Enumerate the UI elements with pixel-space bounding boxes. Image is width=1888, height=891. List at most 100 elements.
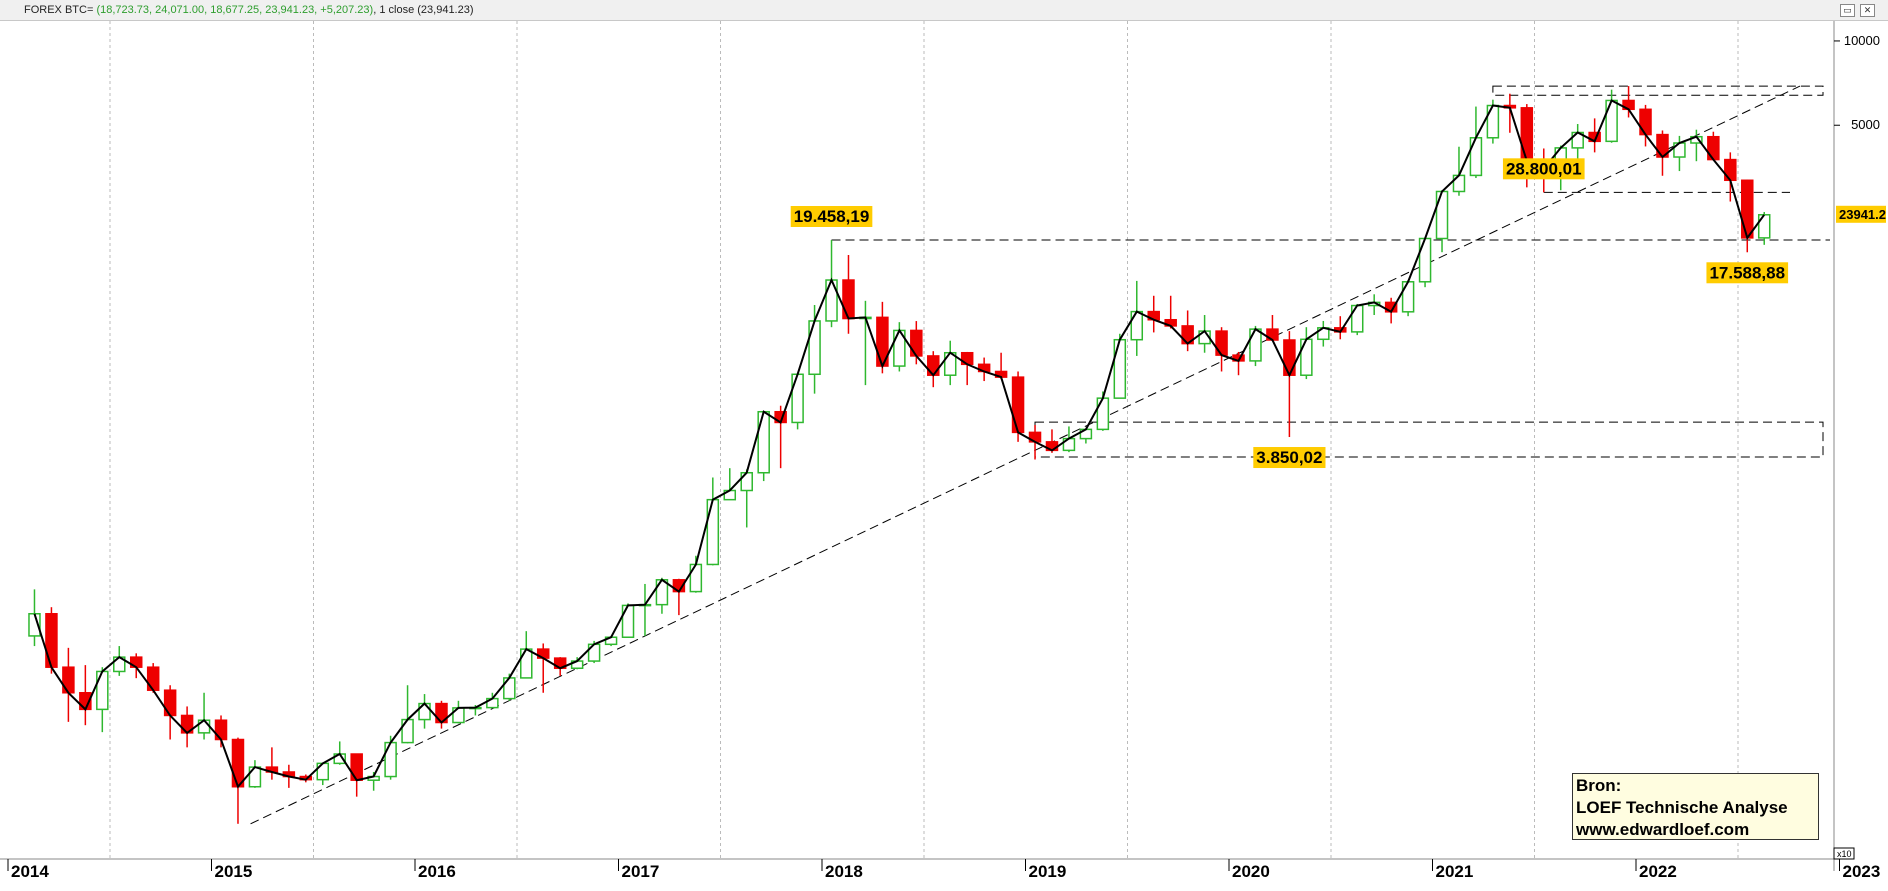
candle: [638, 583, 652, 636]
candle-body: [621, 604, 635, 638]
price-label: 19.458,19: [790, 206, 873, 227]
candle-body: [927, 355, 940, 376]
y-multiplier-text: x10: [1837, 849, 1852, 859]
candle-body: [825, 279, 838, 322]
candle: [1283, 331, 1296, 438]
candle-body: [1469, 137, 1483, 177]
candle: [180, 706, 194, 748]
last-price-text: 23941.2: [1839, 207, 1886, 222]
price-tick-label: 5000: [1851, 117, 1880, 132]
candle: [1503, 93, 1517, 133]
candle: [435, 700, 448, 729]
candle: [842, 255, 855, 334]
price-label-text: 19.458,19: [794, 207, 870, 226]
btc-price-chart: 19.458,19 3.850,02 28.800,01 17.588,88 1000…: [0, 21, 1886, 881]
candle: [214, 715, 228, 748]
candle-body: [1350, 304, 1364, 333]
price-label-text: 17.588,88: [1709, 263, 1785, 282]
candle: [45, 607, 58, 674]
candle-body: [28, 613, 41, 637]
candle: [1469, 106, 1483, 178]
candle: [1741, 179, 1754, 253]
price-label-text: 3.850,02: [1256, 448, 1322, 467]
candle-body: [1113, 338, 1127, 399]
y-multiplier-box: [1833, 847, 1855, 860]
candle: [1147, 295, 1160, 333]
candle: [621, 603, 635, 638]
symbol-header: FOREX BTC= (18,723.73, 24,071.00, 18,677…: [24, 4, 474, 16]
candle: [1418, 237, 1432, 288]
candle: [62, 647, 75, 722]
last-price-bg: [1836, 205, 1886, 223]
price-label-text: 28.800,01: [1506, 159, 1582, 178]
candle-body: [1249, 328, 1262, 362]
source-box: Bron: LOEF Technische Analyse www.edward…: [1572, 773, 1819, 840]
close-icon[interactable]: ✕: [1860, 4, 1875, 17]
price-label: 28.800,01: [1502, 158, 1585, 180]
candle: [876, 301, 889, 374]
chart-title-bar: FOREX BTC= (18,723.73, 24,071.00, 18,677…: [0, 0, 1888, 21]
candle-body: [757, 410, 770, 474]
price-label-bg: [790, 206, 873, 227]
year-tick-label: 2016: [418, 862, 456, 881]
candle-body: [1418, 237, 1432, 283]
candle: [197, 692, 211, 740]
candle: [774, 405, 787, 469]
candle-body: [910, 329, 923, 357]
price-label: 17.588,88: [1706, 262, 1789, 284]
candle: [1588, 118, 1601, 153]
candle: [231, 737, 245, 824]
candle: [401, 685, 414, 744]
candle: [1452, 146, 1466, 196]
candle: [1690, 129, 1703, 162]
candle: [808, 305, 821, 394]
price-label-bg: [1502, 158, 1585, 180]
candle: [1350, 303, 1364, 336]
price-annotations: 19.458,19 3.850,02 28.800,01 17.588,88: [790, 158, 1789, 469]
price-tick-label: 10000: [1844, 33, 1880, 48]
candle-body: [384, 741, 397, 778]
year-tick-label: 2015: [215, 862, 253, 881]
candle-body: [520, 648, 533, 679]
year-tick-label: 2020: [1232, 862, 1270, 881]
candle-body: [1435, 190, 1449, 240]
candle: [859, 300, 872, 386]
price-axis: 10000 5000 23941.2 x10: [1833, 33, 1886, 860]
source-line-3: www.edwardloef.com: [1576, 820, 1750, 839]
year-tick-label: 2018: [825, 862, 863, 881]
candle: [1317, 320, 1330, 347]
year-tick-label: 2023: [1843, 862, 1881, 881]
candle-body: [231, 738, 245, 788]
time-axis: 2014 2015 2016 2017 2018 2019 2020 2021 2022 2023: [7, 859, 1881, 881]
chart-grid: [109, 21, 1739, 859]
year-tick-label: 2021: [1436, 862, 1474, 881]
candle: [79, 665, 92, 726]
last-price-marker: 23941.2: [1836, 205, 1886, 223]
price-label-bg: [1706, 262, 1789, 284]
candle-body: [1707, 135, 1720, 161]
candle: [536, 643, 550, 693]
candle: [28, 589, 41, 647]
candle: [1622, 86, 1635, 118]
candle-body: [706, 498, 720, 566]
candle: [1300, 327, 1313, 380]
y-multiplier: x10: [1833, 847, 1855, 860]
candle: [1181, 310, 1194, 352]
candle-body: [1401, 281, 1415, 313]
ohlc-values: (18,723.73, 24,071.00, 18,677.25, 23,941…: [96, 4, 374, 16]
candle-body: [1215, 330, 1228, 356]
restore-icon[interactable]: ▭: [1840, 4, 1855, 17]
year-tick-label: 2019: [1029, 862, 1067, 881]
candle-body: [350, 753, 363, 781]
candle: [163, 685, 177, 740]
price-label: 3.850,02: [1253, 447, 1326, 469]
candle-body: [163, 689, 177, 717]
candle: [418, 694, 431, 729]
candle-body: [1011, 376, 1025, 434]
candle-body: [842, 279, 855, 320]
candle-body: [96, 670, 109, 711]
candle-body: [1757, 214, 1771, 239]
close-label: 1 close: [379, 4, 415, 16]
candle-body: [791, 373, 804, 424]
candle: [910, 321, 923, 365]
